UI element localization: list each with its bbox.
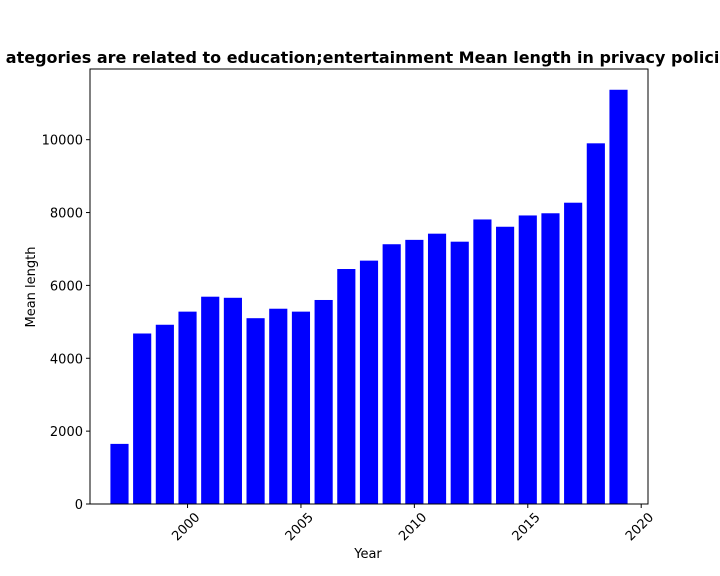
bar-2012 — [450, 241, 469, 504]
y-tick-label: 2000 — [50, 425, 83, 440]
chart-title: ategories are related to education;enter… — [6, 48, 720, 67]
bar-1999 — [155, 324, 174, 504]
x-tick-label: 2000 — [169, 510, 203, 544]
x-axis-label: Year — [353, 547, 382, 562]
x-tick-label: 2005 — [283, 510, 317, 544]
bar-2000 — [178, 311, 197, 504]
x-tick-label: 2020 — [623, 510, 657, 544]
bar-2007 — [337, 269, 356, 504]
bars-group — [110, 89, 628, 505]
y-tick-label: 10000 — [42, 134, 83, 149]
bar-2013 — [473, 219, 492, 504]
bar-2003 — [246, 318, 265, 504]
bar-1998 — [133, 333, 152, 504]
bar-2011 — [427, 233, 447, 504]
x-tick-label: 2010 — [396, 510, 430, 544]
bar-2010 — [405, 239, 424, 505]
bar-2004 — [269, 308, 288, 504]
plot-frame — [89, 68, 649, 505]
y-tick-label: 0 — [75, 498, 83, 513]
bar-2018 — [586, 143, 605, 505]
bar-2016 — [541, 213, 560, 504]
bar-2017 — [564, 202, 583, 504]
y-axis-label: Mean length — [24, 247, 39, 328]
bar-2006 — [314, 299, 333, 504]
x-tick-label: 2015 — [510, 510, 544, 544]
bar-2002 — [223, 297, 242, 504]
bar-2009 — [382, 244, 401, 504]
bar-1997 — [110, 443, 129, 504]
bar-2015 — [518, 215, 537, 505]
x-axis-ticks: 2000 2005 2010 2015 2020 — [169, 504, 657, 544]
y-tick-label: 8000 — [50, 207, 83, 222]
bar-2001 — [201, 296, 220, 504]
bar-2008 — [359, 260, 379, 504]
bar-2019 — [609, 89, 628, 505]
y-tick-label: 4000 — [50, 352, 83, 367]
bar-2014 — [496, 226, 515, 504]
y-tick-label: 6000 — [50, 279, 83, 294]
y-axis-ticks: 0 2000 4000 6000 8000 10000 — [42, 134, 90, 513]
bar-2005 — [291, 311, 311, 504]
